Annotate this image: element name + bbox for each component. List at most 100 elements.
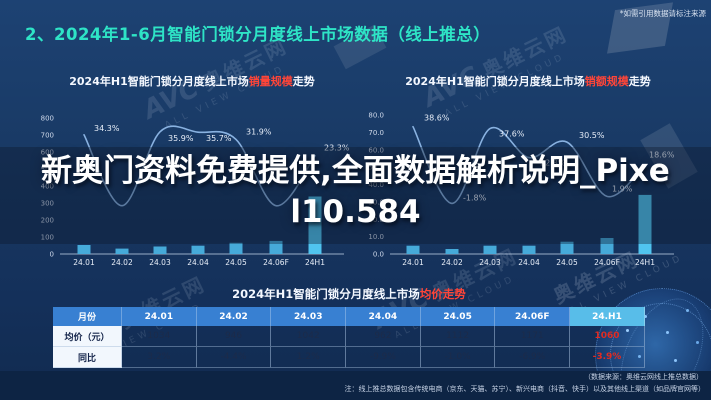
right-chart-title: 2024年H1智能门锁分月度线上市场销额规模走势	[366, 73, 690, 89]
y-axis-tick-label: 0	[50, 251, 54, 259]
y-axis-tick-label: 60.0	[368, 146, 384, 154]
table-cell: -9.9%	[346, 347, 421, 368]
x-axis-label: 24.03	[479, 258, 501, 267]
bar	[638, 194, 652, 254]
y-axis-tick-label: 30.0	[368, 198, 384, 206]
y-axis-tick-label: 10.0	[368, 233, 384, 241]
y-axis-tick-label: 800	[41, 115, 54, 123]
bar	[308, 196, 322, 254]
table-cell: -3.9%	[570, 347, 645, 368]
table-cell: 1060	[570, 326, 645, 347]
table-cell: 1034	[122, 326, 197, 347]
yoy-label: 18.6%	[649, 151, 675, 160]
bar	[483, 245, 497, 254]
yoy-label: 1.9%	[612, 184, 633, 193]
bar	[445, 249, 459, 254]
y-axis-tick-label: 600	[41, 149, 54, 157]
yoy-label: 22.3%	[540, 159, 566, 168]
y-axis-tick-label: 400	[41, 183, 54, 191]
bar	[115, 248, 129, 254]
y-axis-tick-label: 80.0	[368, 112, 384, 120]
right-chart-title-suffix: 走势	[628, 75, 651, 88]
bar	[406, 245, 420, 254]
y-axis-tick-label: 0.0	[373, 251, 384, 259]
x-axis-label: 24.05	[225, 258, 247, 267]
table-header-cell: 24.02	[196, 307, 272, 326]
table-cell: 1042	[271, 326, 347, 347]
y-axis-tick-label: 50.0	[368, 164, 384, 172]
price-table-title: 2024年H1智能门锁分月度线上市场均价走势	[53, 286, 645, 302]
bar	[191, 245, 205, 254]
left-chart-title-prefix: 2024年H1智能门锁分月度线上市场	[69, 75, 249, 88]
x-axis-label: 24.01	[73, 258, 95, 267]
yoy-label: 37.6%	[499, 130, 525, 139]
x-axis-label: 24.02	[111, 258, 133, 267]
price-table-title-prefix: 2024年H1智能门锁分月度线上市场	[232, 287, 420, 301]
x-axis-label: 24.02	[441, 258, 463, 267]
table-row-label: 均价（元）	[53, 326, 122, 347]
bar	[77, 245, 91, 254]
left-chart-title-suffix: 走势	[292, 75, 315, 88]
table-cell: 946	[196, 326, 272, 347]
bar	[153, 246, 167, 254]
data-source-note: （数据来源：奥维云网线上推总数据）	[584, 373, 703, 381]
y-axis-tick-label: 70.0	[368, 129, 384, 137]
sales-value-chart: 80.0 70.0 60.0 50.0 40.0 30.0 20.0 10.0 0.0 24.01…	[368, 112, 675, 268]
page-title: 2、2024年1-6月智能门锁分月度线上市场数据（线上推总）	[25, 25, 491, 44]
yoy-label: -1.8%	[463, 193, 487, 202]
yoy-label: 38.6%	[424, 114, 450, 123]
table-header-cell: 24.05	[420, 307, 496, 326]
bar	[522, 245, 536, 254]
overlay-headline: 新奥门资料免费提供,全面数据解析说明_Pixe l10.584	[30, 151, 681, 233]
table-cell: -1.0%	[420, 347, 496, 368]
globe-dots	[626, 329, 629, 332]
x-axis-label: 24.06F	[594, 258, 620, 267]
yoy-label: 34.3%	[94, 124, 120, 133]
x-axis-label: 24.04	[187, 258, 209, 267]
y-axis-tick-label: 200	[41, 217, 54, 225]
citation-note: *如需引用数据请标注来源	[619, 9, 706, 18]
table-row-label: 同比	[53, 347, 122, 368]
table-cell: 1171	[495, 326, 571, 347]
x-axis-label: 24.01	[402, 258, 424, 267]
table-cell: 1112	[420, 326, 496, 347]
yoy-label: 31.9%	[246, 127, 272, 136]
sales-volume-chart: 800 700 600 500 400 300 200 100 0 24.01 24.02 24.03…	[41, 115, 350, 268]
bar	[269, 240, 283, 254]
table-header-cell: 24.03	[271, 307, 347, 326]
x-axis-label: 24H1	[635, 258, 655, 267]
globe-ring	[610, 303, 711, 400]
x-axis-label: 24H1	[305, 258, 325, 267]
table-cell: 1.2%	[271, 347, 347, 368]
right-chart-title-prefix: 2024年H1智能门锁分月度线上市场	[405, 75, 585, 88]
right-chart-title-highlight: 销额规模	[584, 75, 629, 88]
y-axis-tick-label: 100	[41, 234, 54, 242]
bar	[600, 238, 614, 254]
bar	[229, 242, 243, 254]
x-axis-label: 24.06F	[263, 258, 289, 267]
overlay-line2: l10.584	[290, 194, 421, 230]
table-cell: 3.2%	[122, 347, 197, 368]
yoy-label: 30.5%	[579, 131, 605, 140]
left-chart-title-highlight: 销量规模	[248, 75, 293, 88]
x-axis-label: 24.05	[556, 258, 578, 267]
methodology-note: 注：线上推总数据包含传统电商（京东、天猫、苏宁）、新兴电商（抖音、快手）以及其他…	[344, 385, 706, 393]
table-header-cell: 24.06F	[495, 307, 571, 326]
y-axis-tick-label: 500	[41, 166, 54, 174]
x-axis-label: 24.03	[149, 258, 171, 267]
price-table-title-highlight: 均价走势	[419, 287, 466, 301]
yoy-label: 35.9%	[168, 134, 194, 143]
y-axis-tick-label: 700	[41, 132, 54, 140]
table-header-cell: 24.H1	[570, 307, 645, 326]
price-table: 月份 24.01 24.02 24.03 24.04 24.05 24.06F 24.H1 均价…	[53, 307, 645, 368]
yoy-label: 23.3%	[324, 144, 350, 153]
bar	[560, 241, 574, 254]
overlay-line1: 新奥门资料免费提供,全面数据解析说明_Pixe	[41, 153, 670, 189]
y-axis-tick-label: 300	[41, 200, 54, 208]
table-header-cell: 月份	[53, 307, 122, 326]
table-cell: -6.9%	[495, 347, 571, 368]
table-cell: 962	[346, 326, 421, 347]
footer-strip	[0, 371, 711, 400]
left-chart-title: 2024年H1智能门锁分月度线上市场销量规模走势	[36, 73, 348, 89]
